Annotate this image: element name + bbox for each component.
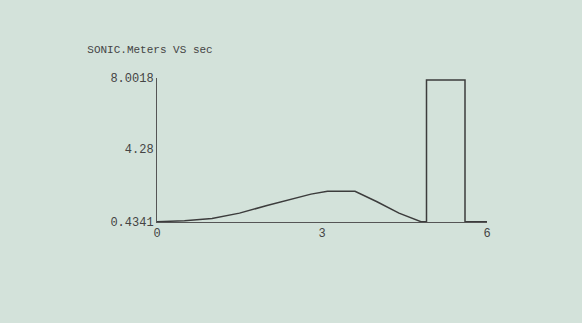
svg-text:SONIC.Meters VS sec: SONIC.Meters VS sec: [87, 44, 212, 56]
svg-text:8.0018: 8.0018: [110, 72, 153, 86]
svg-text:0: 0: [153, 227, 160, 241]
svg-text:6: 6: [483, 227, 490, 241]
svg-text:4.28: 4.28: [125, 143, 154, 157]
svg-text:0.4341: 0.4341: [110, 216, 153, 230]
svg-text:3: 3: [318, 227, 325, 241]
